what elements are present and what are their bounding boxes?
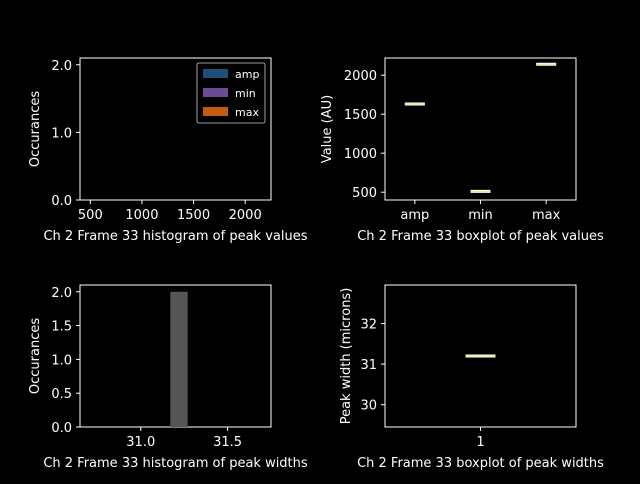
panel-peak-values-boxplot: amp min max 500 1000 1500 2000 Ch 2 Frame 33 … — [320, 57, 604, 244]
y-tick-label: 0.0 — [51, 421, 72, 436]
panel-peak-widths-boxplot: 1 30 31 32 Ch 2 Frame 33 boxplot of peak w… — [339, 284, 604, 471]
legend-swatch-min — [203, 88, 228, 97]
box-marks — [404, 62, 557, 193]
y-tick-label: 1000 — [344, 147, 377, 162]
x-tick-label: max — [532, 208, 561, 223]
y-ticks: 500 1000 1500 2000 — [344, 69, 385, 201]
x-tick-label: min — [468, 208, 493, 223]
y-ticks: 0.0 1.0 2.0 — [51, 59, 80, 209]
legend-swatch-amp — [203, 69, 228, 78]
x-ticks: 1 — [476, 427, 485, 450]
legend-label-max: max — [235, 106, 259, 119]
panel-peak-widths-histogram: 31.0 31.5 0.0 0.5 1.0 1.5 2.0 Ch 2 Frame 33 h… — [28, 284, 308, 471]
legend: amp min max — [196, 62, 266, 124]
y-tick-label: 1.0 — [51, 126, 72, 141]
x-tick-label: 1 — [476, 435, 484, 450]
y-tick-label: 2.0 — [51, 59, 72, 74]
histogram-bar — [170, 291, 188, 427]
y-tick-label: 32 — [360, 318, 377, 333]
y-ticks: 0.0 0.5 1.0 1.5 2.0 — [51, 286, 80, 436]
plot-area — [79, 57, 272, 201]
y-tick-label: 1.5 — [51, 320, 72, 335]
x-ticks: 500 1000 1500 2000 — [78, 200, 262, 223]
x-tick-label: 1000 — [125, 208, 158, 223]
x-tick-label: 31.5 — [213, 435, 242, 450]
panel-peak-values-histogram: 500 1000 1500 2000 0.0 1.0 2.0 Ch 2 Frame 33 … — [28, 57, 308, 244]
x-axis-label: Ch 2 Frame 33 histogram of peak values — [43, 229, 307, 244]
legend-swatch-max — [203, 107, 228, 116]
y-ticks: 30 31 32 — [360, 318, 385, 414]
x-tick-label: 500 — [78, 208, 103, 223]
x-ticks: amp min max — [400, 200, 561, 223]
x-tick-label: 2000 — [229, 208, 262, 223]
y-axis-label: Peak width (microns) — [339, 288, 354, 425]
x-tick-label: 31.0 — [126, 435, 155, 450]
y-axis-label: Occurances — [28, 318, 43, 394]
histogram-bars — [170, 291, 188, 427]
y-tick-label: 0.0 — [51, 194, 72, 209]
x-axis-label: Ch 2 Frame 33 histogram of peak widths — [43, 456, 308, 471]
y-axis-label: Occurances — [28, 91, 43, 167]
x-tick-label: amp — [400, 208, 429, 223]
y-tick-label: 500 — [352, 186, 377, 201]
y-tick-label: 2.0 — [51, 286, 72, 301]
y-tick-label: 1500 — [344, 108, 377, 123]
x-tick-label: 1500 — [177, 208, 210, 223]
legend-label-amp: amp — [235, 68, 259, 81]
y-tick-label: 2000 — [344, 69, 377, 84]
x-axis-label: Ch 2 Frame 33 boxplot of peak values — [357, 229, 604, 244]
y-axis-label: Value (AU) — [320, 95, 335, 163]
x-ticks: 31.0 31.5 — [126, 427, 242, 450]
y-tick-label: 30 — [360, 399, 377, 414]
y-tick-label: 1.0 — [51, 353, 72, 368]
y-tick-label: 0.5 — [51, 387, 72, 402]
x-axis-label: Ch 2 Frame 33 boxplot of peak widths — [357, 456, 604, 471]
y-tick-label: 31 — [360, 358, 377, 373]
legend-label-min: min — [235, 87, 256, 100]
